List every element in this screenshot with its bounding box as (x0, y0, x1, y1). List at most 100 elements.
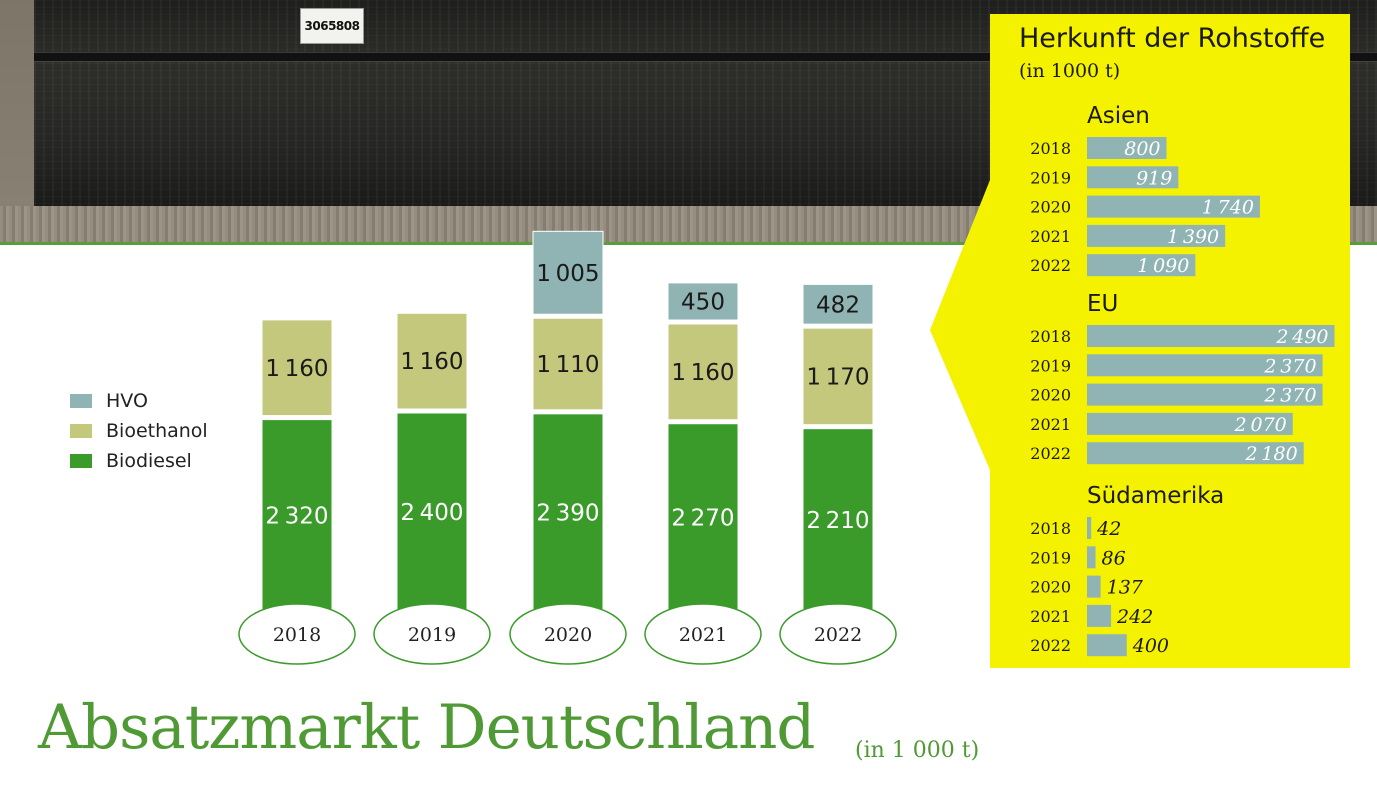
row-year-asien-2019: 2019 (1030, 168, 1071, 187)
origin-bar-asien-2022 (1087, 254, 1196, 277)
year-label-2019: 2019 (408, 624, 456, 646)
origin-bar-asien-2019 (1087, 166, 1179, 189)
bar-hvo-2021 (667, 282, 739, 321)
origin-bar-label-sdamerika-2021: 242 (1116, 606, 1153, 628)
bar-biodiesel-2018 (261, 419, 333, 612)
legend-item-hvo: HVO (70, 386, 208, 416)
row-year-asien-2022: 2022 (1030, 256, 1071, 275)
bar-bioethanol-2021 (667, 323, 739, 421)
legend-label-biodiesel: Biodiesel (106, 450, 192, 472)
origin-bar-sdamerika-2018 (1087, 517, 1092, 539)
origin-bar-label-sdamerika-2020: 137 (1107, 577, 1144, 599)
bar-label-bioethanol-2021: 1 160 (671, 360, 734, 386)
row-year-asien-2018: 2018 (1030, 139, 1071, 158)
container-sticker: 3065808 (300, 8, 364, 44)
row-year-eu-2021: 2021 (1030, 415, 1071, 434)
bar-label-hvo-2022: 482 (816, 292, 860, 318)
origin-bar-label-sdamerika-2018: 42 (1096, 518, 1121, 540)
green-rule (0, 242, 1377, 245)
bar-biodiesel-2019 (396, 412, 468, 612)
origin-bar-sdamerika-2019 (1087, 546, 1096, 569)
row-year-sdamerika-2019: 2019 (1030, 548, 1071, 567)
row-year-sdamerika-2018: 2018 (1030, 519, 1071, 538)
legend-swatch-hvo (70, 394, 92, 408)
bar-label-hvo-2021: 450 (681, 289, 725, 315)
origin-bar-sdamerika-2021 (1087, 604, 1112, 627)
bar-hvo-2022 (802, 283, 874, 325)
year-ellipse-2018 (238, 603, 356, 665)
bar-label-biodiesel-2022: 2 210 (806, 508, 869, 534)
row-year-eu-2018: 2018 (1030, 327, 1071, 346)
year-ellipse-2021 (644, 603, 762, 665)
legend-label-bioethanol: Bioethanol (106, 420, 208, 442)
bar-label-biodiesel-2018: 2 320 (265, 503, 328, 529)
year-ellipse-2022 (779, 603, 897, 665)
chart-legend: HVO Bioethanol Biodiesel (70, 386, 208, 476)
year-label-2020: 2020 (544, 624, 592, 646)
title-unit: (in 1 000 t) (855, 738, 980, 763)
bar-label-biodiesel-2019: 2 400 (400, 500, 463, 526)
panel-subtitle: (in 1000 t) (1019, 60, 1120, 82)
bar-label-bioethanol-2020: 1 110 (536, 352, 599, 378)
origin-bar-label-asien-2019: 919 (1136, 167, 1172, 189)
origin-bar-eu-2022 (1087, 442, 1304, 465)
origin-bar-label-sdamerika-2019: 86 (1102, 547, 1126, 569)
origin-bar-label-asien-2021: 1 390 (1167, 226, 1219, 248)
region-title-eu: EU (1087, 291, 1118, 317)
row-year-asien-2021: 2021 (1030, 227, 1071, 246)
origin-bar-label-eu-2020: 2 370 (1263, 385, 1316, 407)
year-ellipse-2019 (373, 603, 491, 665)
origin-bar-label-eu-2019: 2 370 (1263, 355, 1316, 377)
panel-title: Herkunft der Rohstoffe (1019, 23, 1325, 54)
bar-bioethanol-2019 (396, 312, 468, 410)
bar-label-bioethanol-2018: 1 160 (265, 356, 328, 382)
origin-bar-eu-2019 (1087, 354, 1323, 377)
origin-bar-label-eu-2021: 2 070 (1234, 414, 1287, 436)
bar-biodiesel-2022 (802, 428, 874, 612)
origin-bar-asien-2021 (1087, 224, 1226, 247)
row-year-eu-2022: 2022 (1030, 444, 1071, 463)
row-year-asien-2020: 2020 (1030, 198, 1071, 217)
bar-hvo-2020 (532, 230, 604, 315)
legend-item-bioethanol: Bioethanol (70, 416, 208, 446)
year-label-2018: 2018 (273, 624, 321, 646)
row-year-sdamerika-2020: 2020 (1030, 578, 1071, 597)
origin-bar-label-sdamerika-2022: 400 (1132, 635, 1169, 657)
bar-bioethanol-2018 (261, 319, 333, 417)
origin-bar-label-asien-2018: 800 (1124, 138, 1160, 160)
legend-label-hvo: HVO (106, 390, 148, 412)
origin-bar-sdamerika-2022 (1087, 634, 1127, 657)
origin-bar-eu-2021 (1087, 412, 1293, 435)
row-year-sdamerika-2021: 2021 (1030, 607, 1071, 626)
origin-bar-label-eu-2018: 2 490 (1275, 326, 1328, 348)
origin-bar-sdamerika-2020 (1087, 575, 1101, 598)
origin-bar-asien-2020 (1087, 195, 1260, 218)
page-title: Absatzmarkt Deutschland (38, 692, 815, 763)
container-seam (34, 52, 1377, 62)
bar-label-bioethanol-2019: 1 160 (400, 349, 463, 375)
origin-bar-asien-2018 (1087, 137, 1167, 159)
legend-swatch-bioethanol (70, 424, 92, 438)
legend-swatch-biodiesel (70, 454, 92, 468)
region-title-sdamerika: Südamerika (1087, 483, 1224, 509)
origin-bar-eu-2020 (1087, 383, 1323, 406)
region-title-asien: Asien (1087, 103, 1150, 129)
row-year-sdamerika-2022: 2022 (1030, 636, 1071, 655)
year-ellipse-2020 (509, 603, 627, 665)
origin-bar-label-eu-2022: 2 180 (1245, 443, 1298, 465)
row-year-eu-2020: 2020 (1030, 386, 1071, 405)
year-label-2022: 2022 (814, 624, 862, 646)
legend-item-biodiesel: Biodiesel (70, 446, 208, 476)
bar-biodiesel-2020 (532, 413, 604, 612)
bar-label-biodiesel-2020: 2 390 (536, 500, 599, 526)
year-label-2021: 2021 (679, 624, 727, 646)
bar-label-hvo-2020: 1 005 (536, 261, 599, 287)
origin-bar-eu-2018 (1087, 325, 1335, 347)
origin-bar-label-asien-2022: 1 090 (1137, 255, 1189, 277)
bar-label-bioethanol-2022: 1 170 (806, 364, 869, 390)
bar-biodiesel-2021 (667, 423, 739, 612)
row-year-eu-2019: 2019 (1030, 356, 1071, 375)
bar-bioethanol-2022 (802, 327, 874, 426)
